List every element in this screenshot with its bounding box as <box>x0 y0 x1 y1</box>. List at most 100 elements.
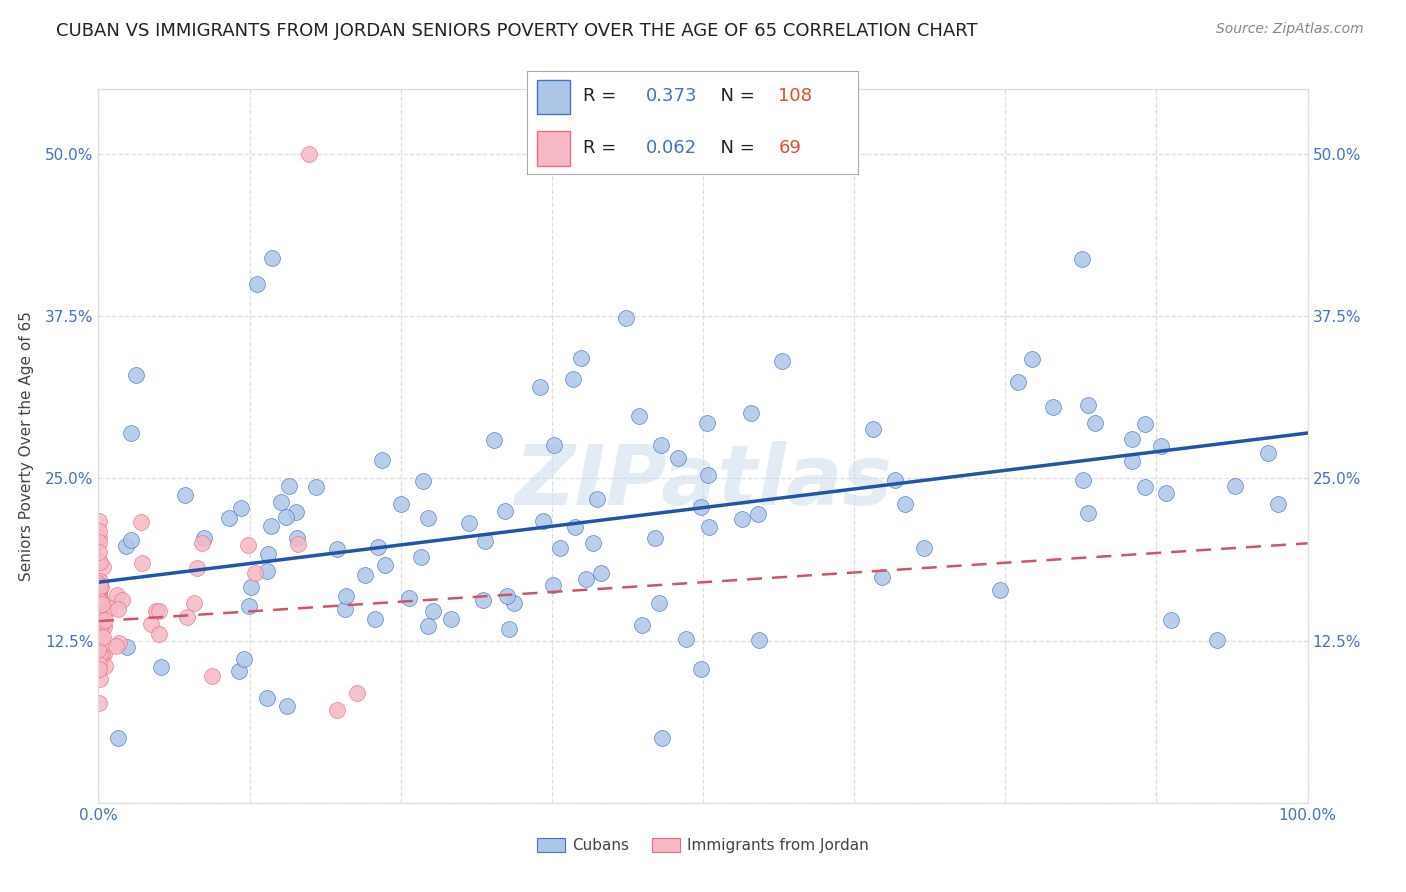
Point <box>91 630 114 644</box>
Point <box>90 597 112 611</box>
Point <box>894 497 917 511</box>
Point <box>748 632 770 647</box>
Text: N =: N = <box>709 87 761 105</box>
Point <box>398 591 420 606</box>
Point <box>731 512 754 526</box>
Point <box>89 696 111 710</box>
Point <box>1121 432 1143 446</box>
Text: 69: 69 <box>779 139 801 157</box>
Point <box>548 541 571 556</box>
Point <box>276 699 298 714</box>
Point <box>229 501 252 516</box>
Point <box>364 612 387 626</box>
Point <box>305 480 328 494</box>
Point <box>183 596 205 610</box>
Point <box>770 353 793 368</box>
Point <box>1077 399 1099 413</box>
Point <box>246 277 269 291</box>
Point <box>474 533 496 548</box>
Point <box>586 491 609 506</box>
Point <box>1077 506 1099 520</box>
Text: N =: N = <box>709 139 761 157</box>
Point <box>87 589 110 603</box>
Point <box>93 647 115 661</box>
Point <box>422 604 444 618</box>
Text: R =: R = <box>583 87 623 105</box>
Point <box>276 509 298 524</box>
Point <box>575 572 598 586</box>
Point <box>218 511 240 525</box>
Point <box>1206 633 1229 648</box>
Point <box>298 147 321 161</box>
Point <box>471 592 494 607</box>
Point <box>529 380 551 394</box>
Point <box>1121 454 1143 468</box>
Point <box>87 627 110 641</box>
Point <box>675 632 697 646</box>
Point <box>89 672 111 686</box>
Point <box>193 531 215 545</box>
Point <box>125 368 148 383</box>
Point <box>1223 479 1246 493</box>
Point <box>696 417 718 431</box>
Point <box>988 582 1011 597</box>
Point <box>111 593 134 607</box>
Point <box>256 564 278 578</box>
Point <box>236 538 259 552</box>
Point <box>90 593 112 607</box>
Point <box>870 570 893 584</box>
Point <box>94 658 117 673</box>
Point <box>107 731 129 745</box>
Point <box>148 604 170 618</box>
Point <box>650 438 672 452</box>
Point <box>191 536 214 550</box>
Point <box>440 612 463 626</box>
Point <box>335 589 357 603</box>
Point <box>564 519 586 533</box>
Point <box>89 594 111 608</box>
Point <box>690 500 713 514</box>
Point <box>105 588 128 602</box>
Point <box>648 596 671 610</box>
Point <box>89 579 111 593</box>
Point <box>256 547 278 561</box>
Point <box>1084 416 1107 430</box>
Point <box>278 479 301 493</box>
Text: Source: ZipAtlas.com: Source: ZipAtlas.com <box>1216 22 1364 37</box>
FancyBboxPatch shape <box>537 131 571 166</box>
Point <box>412 474 434 488</box>
Point <box>89 535 111 549</box>
Point <box>87 621 110 635</box>
Point <box>353 568 375 582</box>
Point <box>87 601 110 615</box>
Point <box>148 627 170 641</box>
Point <box>614 311 637 326</box>
Point <box>697 519 720 533</box>
Point <box>90 647 112 661</box>
Text: 0.373: 0.373 <box>647 87 697 105</box>
Point <box>285 505 308 519</box>
Text: CUBAN VS IMMIGRANTS FROM JORDAN SENIORS POVERTY OVER THE AGE OF 65 CORRELATION C: CUBAN VS IMMIGRANTS FROM JORDAN SENIORS … <box>56 22 977 40</box>
Point <box>495 589 517 603</box>
Point <box>482 434 505 448</box>
Point <box>87 575 110 590</box>
Point <box>115 640 138 655</box>
Point <box>91 636 114 650</box>
Point <box>531 515 554 529</box>
Point <box>90 609 112 624</box>
Point <box>131 557 153 571</box>
Point <box>912 541 935 555</box>
Point <box>87 662 110 676</box>
Point <box>238 599 260 614</box>
Point <box>228 664 250 678</box>
Point <box>107 636 129 650</box>
Point <box>94 613 117 627</box>
Point <box>740 406 762 420</box>
Point <box>120 533 142 548</box>
Point <box>374 558 396 572</box>
Point <box>87 581 110 595</box>
Point <box>503 596 526 610</box>
Point <box>91 560 114 574</box>
Point <box>87 545 110 559</box>
Point <box>418 618 440 632</box>
